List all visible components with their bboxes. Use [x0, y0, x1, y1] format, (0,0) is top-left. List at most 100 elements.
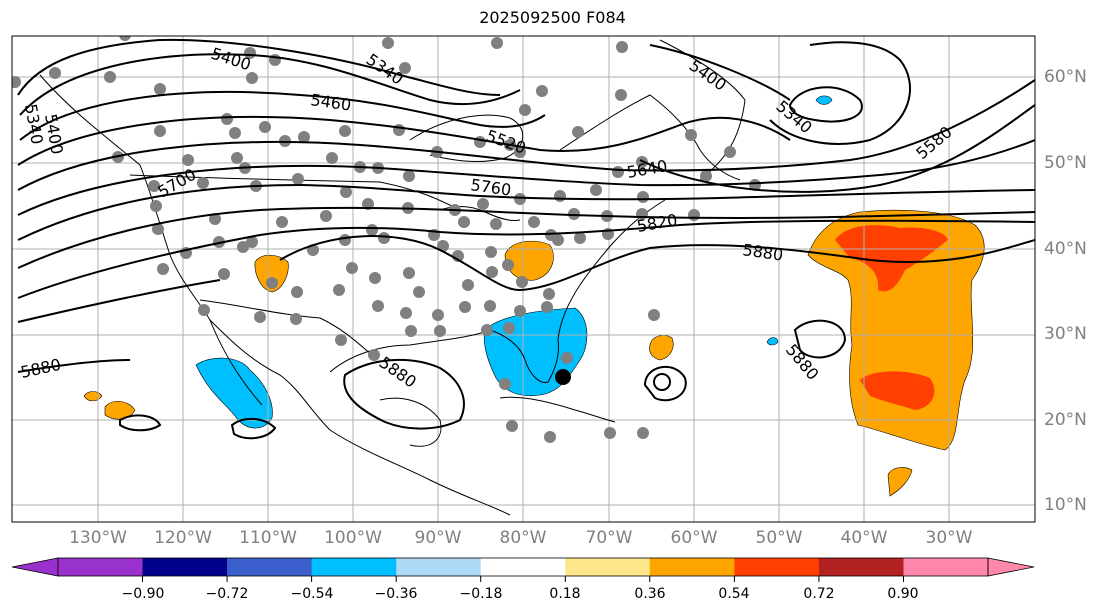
- station-dot: [276, 216, 288, 228]
- pacific-coast: [39, 74, 511, 516]
- contour-5580: [17, 79, 1035, 191]
- colorbar-cell: [734, 558, 820, 576]
- lon-label: 120°W: [154, 528, 212, 548]
- contour-5760: [17, 206, 1035, 269]
- station-dot: [259, 121, 271, 133]
- station-dot: [229, 127, 241, 139]
- station-dot: [514, 146, 526, 158]
- station-dot: [320, 210, 332, 222]
- station-markers: [12, 36, 761, 443]
- lat-label: 20°N: [1044, 410, 1087, 430]
- station-dot: [400, 307, 412, 319]
- station-dot: [378, 232, 390, 244]
- station-dot: [544, 431, 556, 443]
- lon-label: 130°W: [69, 528, 127, 548]
- station-dot: [246, 236, 258, 248]
- station-dot: [568, 208, 580, 220]
- station-dot: [148, 180, 160, 192]
- blue-region-atlantic: [766, 337, 779, 346]
- blue-region-labrador: [815, 95, 833, 105]
- orange-region-small-2: [649, 335, 674, 361]
- orange-region-arizona: [254, 254, 289, 293]
- colorbar-cell: [227, 558, 313, 576]
- colorbar-cell: [818, 558, 904, 576]
- lon-label: 40°W: [840, 528, 888, 548]
- station-dot: [369, 272, 381, 284]
- station-dot: [637, 427, 649, 439]
- station-dot: [552, 234, 564, 246]
- station-dot: [432, 309, 444, 321]
- colorbar-tick-label: 0.72: [803, 586, 835, 602]
- mexico-border: [199, 299, 373, 356]
- yucatan: [379, 397, 442, 447]
- lat-label: 10°N: [1044, 495, 1087, 515]
- station-dot: [290, 313, 302, 325]
- lat-label: 60°N: [1044, 67, 1087, 87]
- station-dot: [458, 216, 470, 228]
- station-dot: [326, 152, 338, 164]
- lon-label: 90°W: [414, 528, 462, 548]
- contour-5880-north: [17, 235, 1035, 323]
- station-dot: [254, 311, 266, 323]
- contour-5640: [17, 139, 1035, 216]
- station-dot: [615, 89, 627, 101]
- lat-label: 40°N: [1044, 239, 1087, 259]
- station-dot: [399, 62, 411, 74]
- highlight-station-marker: [555, 369, 571, 385]
- station-dot: [541, 301, 553, 313]
- station-dot: [152, 223, 164, 235]
- station-dot: [700, 170, 712, 182]
- station-dot: [514, 193, 526, 205]
- station-dot: [12, 76, 21, 88]
- station-dot: [491, 37, 503, 49]
- station-dot: [335, 334, 347, 346]
- station-dot: [688, 209, 700, 221]
- colorbar-tick-label: −0.36: [374, 586, 418, 602]
- greenland: [659, 39, 746, 181]
- station-dot: [574, 232, 586, 244]
- orange-region-mid-atlantic: [504, 240, 554, 281]
- colorbar-cell: [903, 558, 989, 576]
- contour-5700: [17, 183, 1035, 241]
- station-dot: [554, 190, 566, 202]
- blue-region-baja: [195, 357, 273, 429]
- gulf-coast: [329, 199, 666, 384]
- contour-5340-west: [17, 38, 501, 96]
- baja-peninsula: [209, 319, 263, 406]
- contour-5880-atlantic-ring: [643, 365, 687, 402]
- contour-5520: [17, 116, 791, 166]
- contour-5880-gulf: [343, 359, 465, 430]
- us-border: [129, 174, 461, 211]
- station-dot: [486, 266, 498, 278]
- station-dot: [266, 277, 278, 289]
- station-dot: [366, 224, 378, 236]
- station-dot: [403, 267, 415, 279]
- colorbar-tick-label: −0.72: [205, 586, 249, 602]
- contour-5580-east: [639, 104, 1035, 193]
- station-dot: [49, 67, 61, 79]
- station-dot: [514, 305, 526, 317]
- station-dot: [481, 324, 493, 336]
- colorbar-tick-label: −0.90: [121, 586, 165, 602]
- colorbar-tick-label: −0.18: [459, 586, 503, 602]
- station-dot: [485, 246, 497, 258]
- orange-region-pacific-1: [104, 401, 136, 420]
- station-dot: [150, 200, 162, 212]
- red-region-south: [860, 371, 935, 410]
- lat-label: 50°N: [1044, 153, 1087, 173]
- station-dot: [434, 325, 446, 337]
- station-dot: [182, 154, 194, 166]
- lon-label: 100°W: [324, 528, 382, 548]
- station-dot: [502, 259, 514, 271]
- contour-5880-baja: [230, 417, 277, 440]
- colorbar-extend-left: [11, 557, 59, 577]
- station-dot: [516, 276, 528, 288]
- station-dot: [459, 301, 471, 313]
- station-dot: [382, 37, 394, 49]
- red-region-north: [835, 225, 948, 292]
- station-dot: [572, 126, 584, 138]
- station-dot: [231, 152, 243, 164]
- contour-5460: [19, 91, 546, 141]
- station-dot: [119, 36, 131, 41]
